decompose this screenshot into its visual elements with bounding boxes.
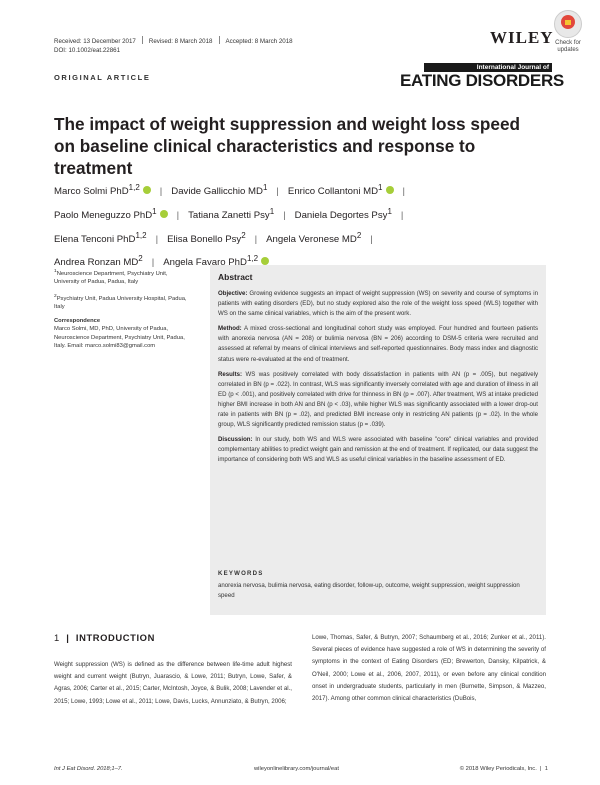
author[interactable]: Marco Solmi PhD1,2 [54, 183, 151, 197]
affiliation: 2Psychiatry Unit, Padua University Hospi… [54, 293, 187, 310]
orcid-icon[interactable] [385, 186, 394, 195]
orcid-icon[interactable] [159, 209, 168, 218]
footer-url[interactable]: wileyonlinelibrary.com/journal/eat [254, 766, 339, 772]
section-label: ORIGINAL ARTICLE [54, 73, 151, 82]
author[interactable]: Davide Gallicchio MD1 [171, 183, 268, 198]
introduction-column-2: Lowe, Thomas, Safer, & Butryn, 2007; Sch… [312, 634, 546, 703]
introduction-column-1: Weight suppression (WS) is defined as th… [54, 661, 292, 705]
footer-citation: Int J Eat Disord. 2018;1–7. [54, 766, 123, 772]
keywords-list: anorexia nervosa, bulimia nervosa, eatin… [218, 582, 520, 600]
abstract-box: Abstract Objective: Growing evidence sug… [210, 265, 546, 615]
author[interactable]: Angela Favaro PhD1,2 [163, 254, 270, 268]
crossmark-icon [554, 10, 582, 38]
journal-subtitle: International Journal of [424, 63, 552, 72]
introduction-heading: 1 | INTRODUCTION [54, 632, 155, 643]
journal-title: EATING DISORDERS [400, 71, 564, 90]
author[interactable]: Elisa Bonello Psy2 [167, 230, 246, 245]
author[interactable]: Daniela Degortes Psy1 [294, 206, 392, 221]
received-date: Received: 13 December 2017 [54, 38, 136, 45]
correspondence-heading: Correspondence [54, 318, 101, 325]
publisher-logo: WILEY [490, 28, 554, 47]
correspondence-text: Marco Solmi, MD, PhD, University of Padu… [54, 326, 185, 349]
badge-text: Check for updates [555, 40, 581, 53]
author-list: Marco Solmi PhD1,2 | Davide Gallicchio MD1… [54, 183, 405, 269]
abstract-objective: Objective: Growing evidence suggests an … [218, 290, 538, 318]
abstract-results: Results: WS was positively correlated wi… [218, 370, 538, 429]
article-title: The impact of weight suppression and wei… [54, 114, 521, 178]
author[interactable]: Paolo Meneguzzo PhD1 [54, 207, 168, 221]
abstract-discussion: Discussion: In our study, both WS and WL… [218, 436, 538, 464]
abstract-heading: Abstract [218, 272, 253, 282]
author[interactable]: Elena Tenconi PhD1,2 [54, 230, 147, 245]
article-dates: Received: 13 December 2017 Revised: 8 Mar… [54, 36, 293, 45]
orcid-icon[interactable] [142, 186, 151, 195]
author[interactable]: Andrea Ronzan MD2 [54, 254, 143, 269]
check-for-updates-badge[interactable]: Check for updates [548, 10, 588, 58]
author[interactable]: Tatiana Zanetti Psy1 [188, 206, 275, 221]
accepted-date: Accepted: 8 March 2018 [225, 38, 293, 45]
abstract-body: Objective: Growing evidence suggests an … [218, 289, 538, 471]
affiliation: 1Neuroscience Department, Psychiatry Uni… [54, 269, 168, 286]
affiliations-panel: 1Neuroscience Department, Psychiatry Uni… [54, 268, 192, 356]
page-number: 1 [544, 766, 548, 772]
abstract-method: Method: A mixed cross-sectional and long… [218, 325, 539, 363]
author[interactable]: Angela Veronese MD2 [266, 230, 362, 245]
footer-copyright: © 2018 Wiley Periodicals, Inc. | 1 [459, 766, 548, 772]
revised-date: Revised: 8 March 2018 [148, 38, 213, 45]
doi[interactable]: DOI: 10.1002/eat.22861 [54, 47, 121, 54]
author[interactable]: Enrico Collantoni MD1 [288, 183, 394, 197]
orcid-icon[interactable] [261, 257, 270, 266]
keywords-heading: KEYWORDS [218, 570, 264, 577]
